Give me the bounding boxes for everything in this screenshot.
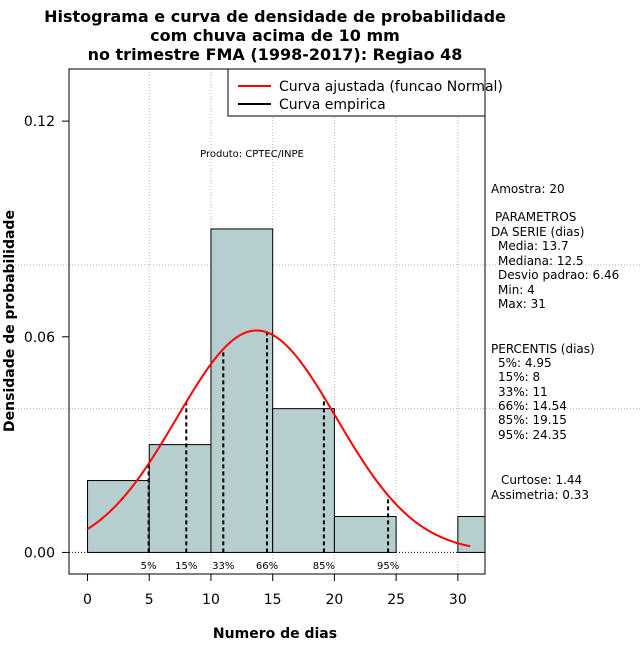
x-tick-label-0: 0 <box>83 592 92 608</box>
percentis-title: PERCENTIS (dias) <box>491 342 595 356</box>
stats-panel: Amostra: 20 PARAMETROS DA SERIE (dias) M… <box>491 182 619 502</box>
product-annotation: Produto: CPTEC/INPE <box>200 149 304 160</box>
percentil-5: 5%: 4.95 <box>498 356 552 370</box>
sample-size: Amostra: 20 <box>491 182 565 196</box>
x-axis: 0 5 10 15 20 25 30 <box>83 573 467 608</box>
histogram-bars <box>87 228 486 553</box>
histogram-bar-0 <box>87 480 150 553</box>
percentile-lines <box>147 332 390 553</box>
param-mean: Media: 13.7 <box>498 239 569 253</box>
legend-box <box>227 68 486 117</box>
x-tick-label-3: 15 <box>264 592 282 608</box>
normal-density-curve <box>86 329 471 548</box>
x-tick-label-6: 30 <box>449 592 467 608</box>
legend-label-curve-fit: Curva ajustada (funcao Normal) <box>279 79 503 95</box>
y-tick-label-0: 0.00 <box>24 545 55 561</box>
percentile-label-4: 85% <box>313 561 335 572</box>
x-tick-label-2: 10 <box>202 592 220 608</box>
y-tick-label-1: 0.06 <box>24 330 55 346</box>
x-axis-label: Numero de dias <box>213 626 337 642</box>
params-title-2: DA SERIE (dias) <box>491 225 584 239</box>
percentile-labels: 5% 15% 33% 66% 85% 95% <box>141 561 400 572</box>
legend: Curva ajustada (funcao Normal) Curva emp… <box>227 68 503 117</box>
param-min: Min: 4 <box>498 283 535 297</box>
percentil-33: 33%: 11 <box>498 385 548 399</box>
percentile-label-0: 5% <box>141 561 157 572</box>
x-tick-label-5: 25 <box>387 592 405 608</box>
percentil-15: 15%: 8 <box>498 370 540 384</box>
legend-label-empirical: Curva empirica <box>279 97 386 113</box>
histogram-bar-1 <box>148 444 212 553</box>
percentile-label-3: 66% <box>256 561 278 572</box>
param-max: Max: 31 <box>498 297 546 311</box>
percentile-label-5: 95% <box>377 561 399 572</box>
x-tick-label-1: 5 <box>145 592 154 608</box>
y-axis-label: Densidade de probabilidade <box>2 210 18 432</box>
percentil-85: 85%: 19.15 <box>498 413 567 427</box>
param-median: Mediana: 12.5 <box>498 254 584 268</box>
chart-title-line-3: no trimestre FMA (1998-2017): Regiao 48 <box>88 45 463 64</box>
percentile-label-1: 15% <box>175 561 197 572</box>
params-title-1: PARAMETROS <box>495 210 576 224</box>
y-axis: 0.00 0.06 0.12 <box>24 114 70 561</box>
x-tick-label-4: 20 <box>325 592 343 608</box>
assimetria: Assimetria: 0.33 <box>491 488 589 502</box>
histogram-bar-2 <box>210 228 274 553</box>
chart-title-line-2: com chuva acima de 10 mm <box>150 26 400 45</box>
percentil-95: 95%: 24.35 <box>498 428 567 442</box>
histogram-bar-4 <box>333 515 397 553</box>
histogram-bar-6 <box>457 515 486 553</box>
y-tick-label-2: 0.12 <box>24 114 55 130</box>
curtose: Curtose: 1.44 <box>501 473 582 487</box>
percentile-label-2: 33% <box>212 561 234 572</box>
percentil-66: 66%: 14.54 <box>498 399 567 413</box>
param-std: Desvio padrao: 6.46 <box>498 268 619 282</box>
histogram-bar-3 <box>272 408 335 553</box>
chart-title-line-1: Histograma e curva de densidade de proba… <box>44 7 506 26</box>
